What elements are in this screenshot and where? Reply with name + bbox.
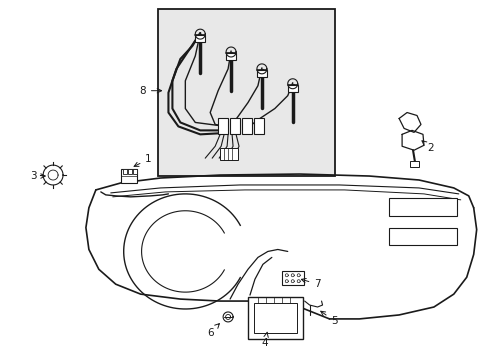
Bar — [388, 228, 456, 246]
Bar — [195, 35, 205, 42]
Bar — [218, 118, 227, 134]
Text: 3: 3 — [30, 171, 45, 181]
Bar — [132, 169, 136, 174]
Bar — [121, 169, 136, 183]
Bar — [247, 297, 302, 339]
Text: 8: 8 — [139, 86, 161, 96]
Bar — [388, 198, 456, 216]
Text: 6: 6 — [206, 324, 219, 338]
Text: 5: 5 — [320, 311, 337, 326]
Bar — [256, 70, 266, 77]
Bar — [220, 148, 238, 160]
Bar — [253, 303, 296, 333]
Bar — [230, 118, 240, 134]
Text: 7: 7 — [301, 279, 320, 289]
Bar — [287, 85, 297, 92]
Text: 1: 1 — [134, 154, 152, 166]
Text: 2: 2 — [421, 141, 433, 153]
Bar — [253, 118, 264, 134]
Bar — [281, 271, 303, 285]
Bar — [225, 53, 236, 60]
Bar — [127, 169, 131, 174]
Text: 4: 4 — [261, 332, 268, 348]
Bar — [242, 118, 251, 134]
Bar — [409, 161, 418, 167]
Bar — [122, 169, 126, 174]
Bar — [158, 9, 335, 176]
